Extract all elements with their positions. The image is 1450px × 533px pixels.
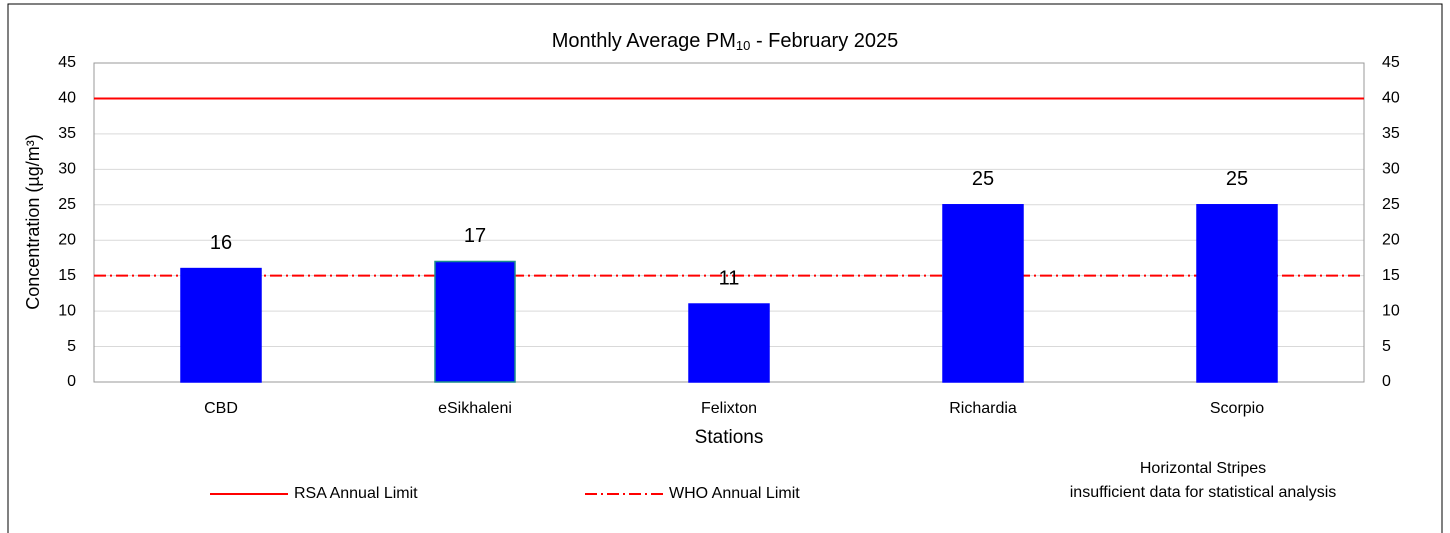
x-tick-label: Richardia [949,400,1017,417]
y2-tick-label: 10 [1382,302,1400,319]
y-tick-label: 0 [67,373,76,390]
title-part: - February 2025 [750,30,898,52]
y2-tick-label: 15 [1382,267,1400,284]
x-axis-label: Stations [695,427,764,448]
y-tick-label: 40 [58,90,76,107]
chart-frame [7,3,1443,533]
data-label: 17 [464,225,486,247]
y-tick-label: 10 [58,302,76,319]
note: Horizontal Stripes [1140,460,1266,477]
y-axis-label: Concentration (µg/m³) [23,134,43,309]
title-part: Monthly Average PM [552,30,736,52]
data-label: 11 [719,267,740,289]
y-tick-label: 35 [58,125,76,142]
x-tick-label: CBD [204,400,238,417]
y2-tick-label: 30 [1382,161,1400,178]
y2-tick-label: 45 [1382,54,1400,71]
y-tick-label: 30 [58,161,76,178]
data-label: 25 [972,168,994,190]
data-label: 25 [1226,168,1248,190]
bar [688,303,770,383]
x-tick-label: eSikhaleni [438,400,512,417]
legend-label: WHO Annual Limit [669,485,800,502]
bar [180,267,262,383]
y2-tick-label: 25 [1382,196,1400,213]
x-tick-label: Felixton [701,400,757,417]
legend-label: RSA Annual Limit [294,485,418,502]
y-tick-label: 5 [67,338,76,355]
data-label: 16 [210,232,232,254]
bar [1196,204,1278,383]
x-tick-label: Scorpio [1210,400,1264,417]
y-tick-label: 15 [58,267,76,284]
bar [434,260,516,383]
y2-tick-label: 0 [1382,373,1391,390]
y-tick-label: 20 [58,231,76,248]
title-subscript: 10 [736,38,750,53]
y2-tick-label: 35 [1382,125,1400,142]
y2-tick-label: 20 [1382,231,1400,248]
note: insufficient data for statistical analys… [1070,484,1337,501]
chart-title: Monthly Average PM10 - February 2025 [552,30,899,53]
y2-tick-label: 5 [1382,338,1391,355]
y2-tick-label: 40 [1382,90,1400,107]
y-tick-label: 45 [58,54,76,71]
y-tick-label: 25 [58,196,76,213]
bar [942,204,1024,383]
